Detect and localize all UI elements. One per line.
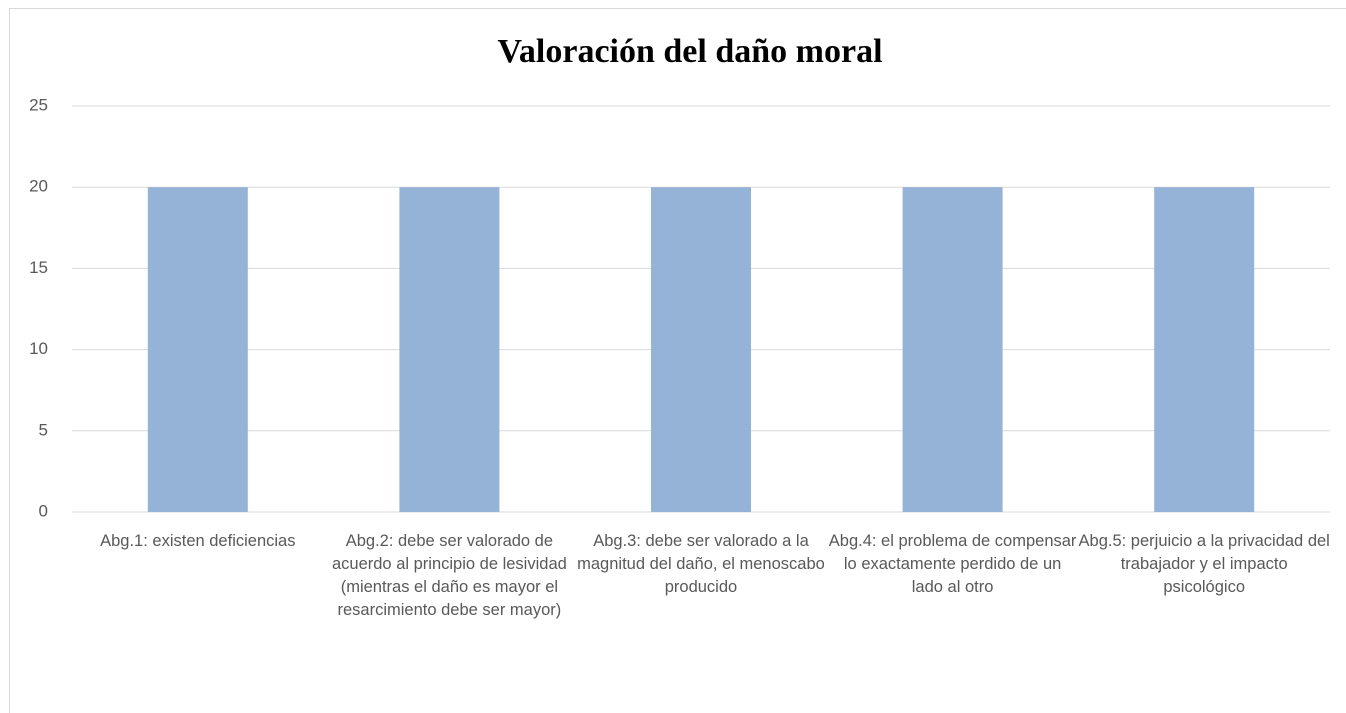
bar: [399, 187, 500, 512]
y-tick-label: 20: [29, 177, 48, 196]
x-tick-label: Abg.1: existen deficiencias: [100, 532, 296, 550]
y-tick-label: 10: [29, 339, 48, 358]
y-tick-label: 5: [39, 420, 48, 439]
bar: [902, 187, 1003, 512]
x-tick-label: Abg.3: debe ser valorado a la magnitud d…: [577, 532, 825, 596]
bar: [651, 187, 751, 512]
x-tick-label: Abg.4: el problema de compensar lo exact…: [828, 532, 1077, 596]
chart-title: Valoración del daño moral: [497, 33, 882, 70]
bar: [147, 187, 248, 512]
x-tick-label: Abg.5: perjuicio a la privacidad del tra…: [1078, 532, 1330, 596]
y-tick-label: 0: [39, 501, 48, 520]
x-tick-label: Abg.2: debe ser valorado de acuerdo al p…: [331, 532, 567, 619]
bar: [1154, 187, 1255, 512]
y-tick-label: 15: [29, 258, 48, 277]
y-tick-label: 25: [29, 95, 48, 114]
chart-border: [9, 8, 1346, 713]
